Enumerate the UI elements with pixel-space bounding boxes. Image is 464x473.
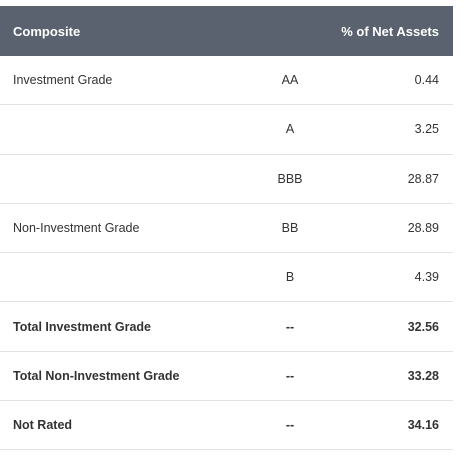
row-category: Non-Investment Grade — [13, 221, 140, 236]
row-category: Total Investment Grade — [13, 319, 151, 334]
table-row: BBB 28.87 — [0, 155, 453, 204]
row-category: Not Rated — [13, 418, 73, 433]
table-row-total: Total Non-Investment Grade -- 33.28 — [0, 352, 453, 402]
row-value: 28.87 — [407, 171, 439, 186]
row-rating: -- — [285, 418, 295, 433]
table-header: Composite % of Net Assets — [0, 6, 453, 56]
row-value: 3.25 — [414, 122, 439, 137]
row-category: Investment Grade — [13, 73, 113, 88]
row-value: 28.89 — [407, 221, 439, 236]
table-row-total: Total Investment Grade -- 32.56 — [0, 302, 453, 352]
table-row-total: Not Rated -- 34.16 — [0, 401, 453, 451]
row-rating: BB — [281, 221, 299, 236]
row-rating: -- — [285, 368, 295, 383]
header-composite: Composite — [13, 23, 81, 39]
table-row: B 4.39 — [0, 253, 453, 303]
row-rating: -- — [285, 319, 295, 334]
row-value: 33.28 — [407, 368, 439, 383]
row-category: Total Non-Investment Grade — [13, 368, 180, 383]
table-row: Investment Grade AA 0.44 — [0, 56, 453, 106]
header-net-assets: % of Net Assets — [341, 23, 439, 39]
row-value: 4.39 — [414, 270, 439, 285]
row-rating: BBB — [277, 171, 303, 186]
credit-quality-table: Composite % of Net Assets Investment Gra… — [0, 6, 453, 451]
row-value: 34.16 — [407, 418, 439, 433]
row-value: 0.44 — [414, 73, 439, 88]
table-row: A 3.25 — [0, 105, 453, 155]
table-row: Non-Investment Grade BB 28.89 — [0, 204, 453, 254]
row-value: 32.56 — [407, 319, 439, 334]
row-rating: B — [285, 270, 295, 285]
row-rating: A — [285, 122, 295, 137]
row-rating: AA — [281, 73, 299, 88]
